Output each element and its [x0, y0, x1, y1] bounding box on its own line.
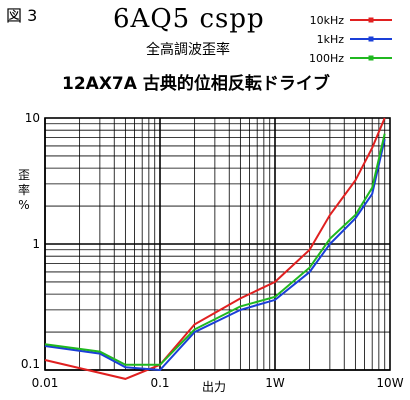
- legend: 10kHz 1kHz 100Hz: [309, 14, 392, 65]
- series-lines: [44, 117, 386, 380]
- y-tick-label: 1: [32, 237, 40, 251]
- legend-marker: [368, 36, 374, 42]
- y-tick-label: 0.1: [21, 357, 40, 371]
- x-tick-label: 0.1: [150, 376, 169, 390]
- chart-title: 6AQ5 cspp: [113, 4, 265, 34]
- legend-label: 1kHz: [317, 33, 345, 46]
- legend-label: 10kHz: [310, 14, 345, 27]
- x-tick-label: 1W: [265, 376, 285, 390]
- series-line-100Hz: [44, 133, 386, 366]
- grid: [44, 117, 391, 371]
- y-tick-label: 10: [25, 111, 40, 125]
- series-line-1kHz: [44, 138, 386, 372]
- tick-labels: 0.01 0.1 1W 10W 0.1 1 10: [21, 111, 404, 390]
- x-tick-label: 0.01: [32, 376, 59, 390]
- legend-marker: [368, 55, 374, 61]
- x-axis-label: 出力: [202, 380, 227, 394]
- chart-subtitle-circuit: 12AX7A 古典的位相反転ドライブ: [62, 74, 330, 94]
- figure-label: 図 3: [6, 6, 38, 25]
- x-tick-label: 10W: [376, 376, 403, 390]
- legend-marker: [368, 17, 374, 23]
- plot-frame: [44, 117, 391, 371]
- chart-subtitle: 全高調波歪率: [146, 42, 230, 58]
- y-axis-label: 歪率 %: [17, 168, 30, 212]
- legend-label: 100Hz: [309, 52, 344, 65]
